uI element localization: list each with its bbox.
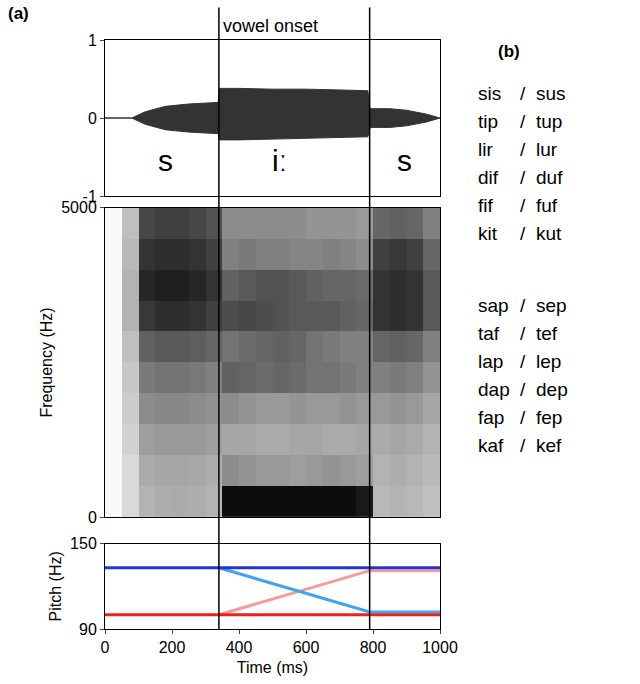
html-text:kit: kit [478,223,497,244]
svg-text:Pitch (Hz): Pitch (Hz) [47,551,64,621]
html-text:tip: tip [478,111,499,132]
html-text:dap: dap [478,379,510,400]
html-text:lur: lur [536,139,558,160]
html-text:lir: lir [478,139,493,160]
html-text:kef: kef [536,435,562,456]
html-text:dep: dep [536,379,568,400]
svg-text:90: 90 [79,621,97,638]
svg-text:150: 150 [70,535,97,552]
svg-text:Time (ms): Time (ms) [237,659,308,676]
html-text:sep: sep [536,295,567,316]
html-text:fif: fif [478,195,493,216]
svg-text:vowel onset: vowel onset [223,16,318,36]
html-text:(b): (b) [498,42,520,61]
html-text:taf: taf [478,323,500,344]
html-text:lap: lap [478,351,504,372]
html-text:(a): (a) [8,4,29,23]
svg-text:s: s [397,144,412,177]
html-text:sus: sus [536,83,566,104]
svg-text:5000: 5000 [61,199,97,216]
svg-text:Frequency (Hz): Frequency (Hz) [38,307,55,417]
svg-text:200: 200 [159,639,186,656]
svg-text:0: 0 [88,509,97,526]
html-text:tef: tef [536,323,558,344]
html-text:duf: duf [536,167,563,188]
html-text:kaf: kaf [478,435,504,456]
svg-text:iː: iː [272,144,287,177]
html-text:tup: tup [536,111,563,132]
svg-text:0: 0 [101,639,110,656]
html-text:fep: fep [536,407,563,428]
html-text:lep: lep [536,351,562,372]
html-text:fuf: fuf [536,195,558,216]
html-text:kut: kut [536,223,562,244]
svg-text:800: 800 [360,639,387,656]
html-text:fap: fap [478,407,505,428]
svg-text:0: 0 [88,110,97,127]
svg-text:600: 600 [293,639,320,656]
svg-text:-1: -1 [83,188,97,205]
html-text:sap: sap [478,295,509,316]
html-text:sis: sis [478,83,502,104]
svg-text:1: 1 [88,32,97,49]
html-text:dif: dif [478,167,499,188]
svg-text:1000: 1000 [422,639,458,656]
svg-text:400: 400 [226,639,253,656]
svg-text:s: s [158,144,173,177]
